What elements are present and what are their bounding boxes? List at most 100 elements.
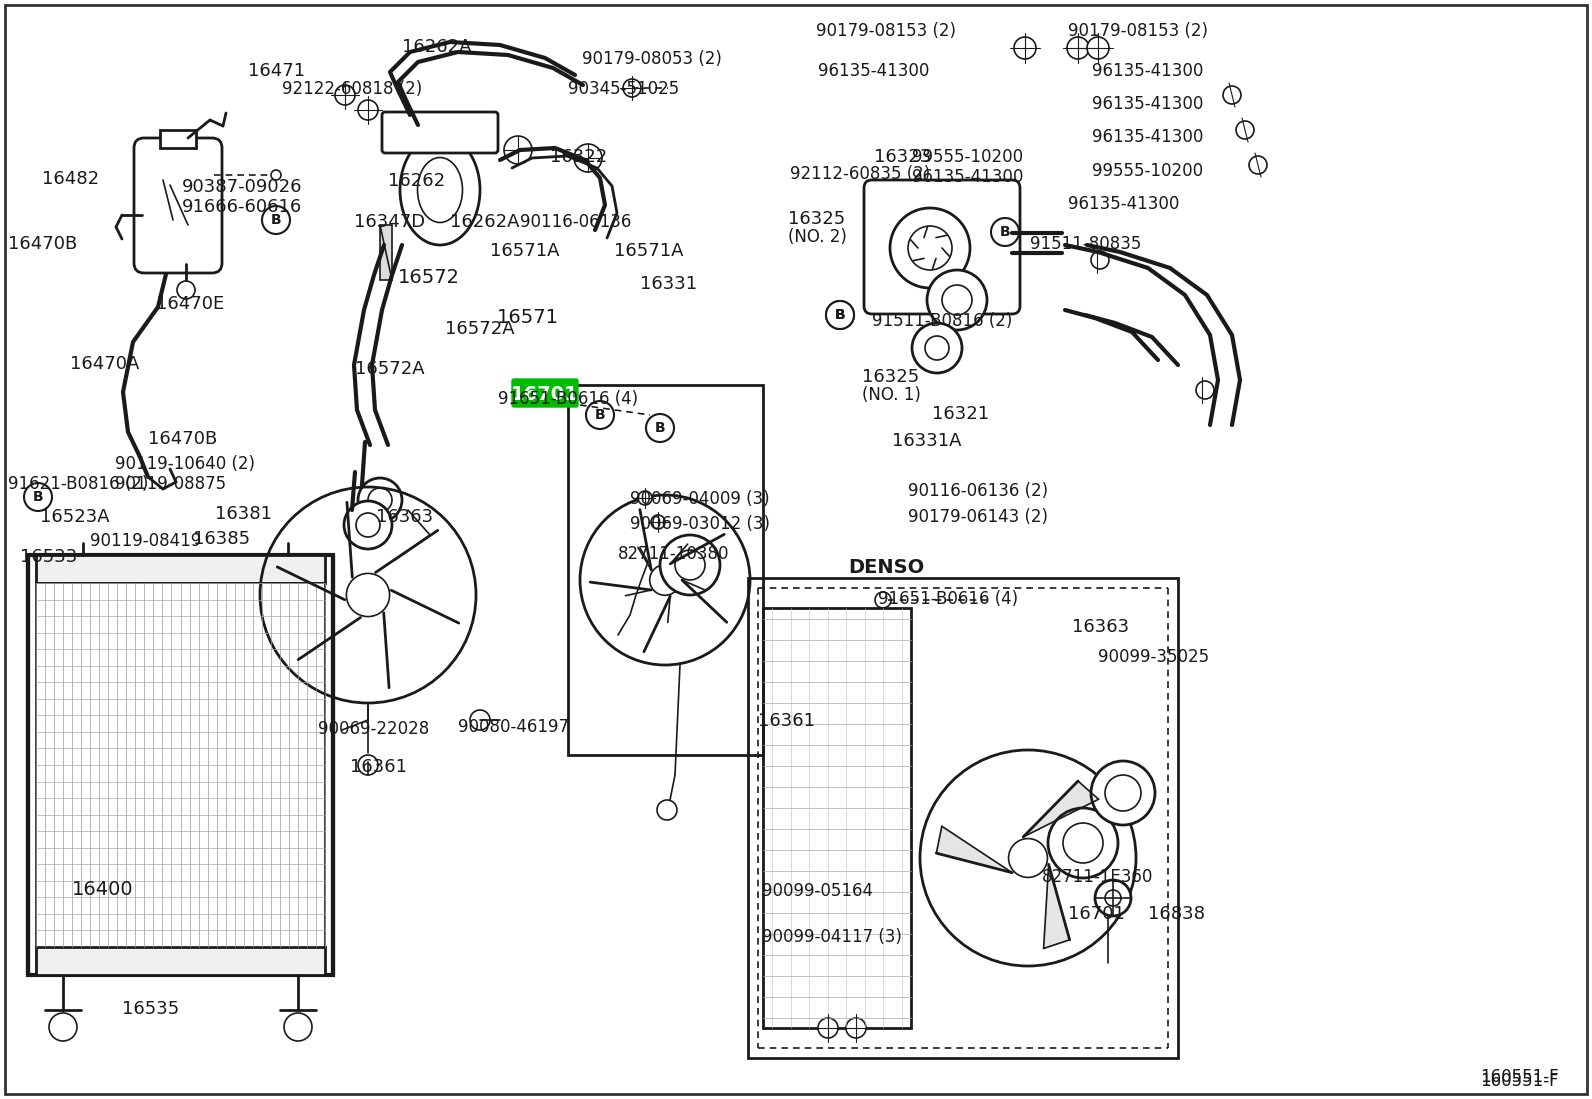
Text: 16838: 16838 [1148, 904, 1205, 923]
Text: 96135-41300: 96135-41300 [1092, 95, 1204, 113]
Circle shape [912, 323, 962, 373]
FancyBboxPatch shape [513, 379, 578, 407]
Text: 16571: 16571 [497, 308, 559, 328]
Text: 82711-10380: 82711-10380 [618, 545, 729, 563]
Circle shape [177, 281, 194, 299]
Text: 16701: 16701 [1068, 904, 1126, 923]
Text: 16572A: 16572A [355, 360, 425, 378]
Circle shape [1048, 808, 1118, 878]
Bar [37, 947, 325, 975]
Text: 16571A: 16571A [615, 242, 683, 260]
Bar [161, 130, 196, 148]
Circle shape [344, 501, 392, 550]
Circle shape [890, 208, 970, 288]
Text: 90099-04117 (3): 90099-04117 (3) [763, 928, 903, 946]
Text: 90179-08153 (2): 90179-08153 (2) [817, 22, 957, 40]
Text: 90119-08875: 90119-08875 [115, 475, 226, 493]
Text: (NO. 1): (NO. 1) [861, 386, 920, 404]
Text: 90069-22028: 90069-22028 [318, 720, 430, 739]
Text: 16470B: 16470B [148, 430, 217, 448]
Text: 16363: 16363 [1071, 618, 1129, 636]
Bar [748, 578, 1178, 1058]
Circle shape [334, 85, 355, 106]
Text: 91621-B0816 (2): 91621-B0816 (2) [8, 475, 148, 493]
Text: 92112-60835 (2): 92112-60835 (2) [790, 165, 930, 184]
Circle shape [657, 800, 677, 820]
Text: 90099-35025: 90099-35025 [1098, 648, 1210, 666]
Text: 91666-60616: 91666-60616 [181, 198, 302, 217]
Text: 90099-05164: 90099-05164 [763, 882, 872, 900]
Circle shape [1014, 37, 1036, 59]
Circle shape [263, 206, 290, 234]
Text: 16262A: 16262A [403, 38, 471, 56]
Polygon shape [1044, 865, 1070, 948]
Text: B: B [834, 308, 845, 322]
Circle shape [49, 1013, 76, 1041]
Text: 16471: 16471 [248, 62, 306, 80]
Bar [29, 555, 333, 975]
Text: 96135-41300: 96135-41300 [818, 62, 930, 80]
Text: 96135-41300: 96135-41300 [1092, 127, 1204, 146]
Circle shape [1095, 880, 1130, 915]
Text: 82711-1E360: 82711-1E360 [1043, 868, 1153, 886]
Circle shape [470, 710, 490, 730]
Text: 90119-10640 (2): 90119-10640 (2) [115, 455, 255, 473]
Text: 16262: 16262 [388, 173, 446, 190]
Text: (NO. 2): (NO. 2) [788, 227, 847, 246]
Text: 96135-41300: 96135-41300 [912, 168, 1024, 186]
Ellipse shape [400, 135, 481, 245]
Text: 16571A: 16571A [490, 242, 559, 260]
Circle shape [650, 565, 680, 596]
Text: 90116-06136 (2): 90116-06136 (2) [907, 482, 1048, 500]
Circle shape [661, 535, 720, 595]
Text: 16325: 16325 [861, 368, 919, 386]
Text: 92122-60818 (2): 92122-60818 (2) [282, 80, 422, 98]
Text: 160551-F: 160551-F [1481, 1072, 1559, 1090]
Text: 90069-04009 (3): 90069-04009 (3) [630, 490, 769, 508]
Bar [37, 555, 325, 582]
Text: 90179-08053 (2): 90179-08053 (2) [583, 49, 721, 68]
Text: 90179-08153 (2): 90179-08153 (2) [1068, 22, 1208, 40]
Polygon shape [936, 826, 1013, 873]
Text: 90080-46197: 90080-46197 [458, 718, 568, 736]
Text: 91651-B0616 (4): 91651-B0616 (4) [498, 390, 638, 408]
Text: 16470E: 16470E [156, 295, 224, 313]
Text: 16385: 16385 [193, 530, 250, 548]
Text: DENSO: DENSO [849, 558, 925, 577]
Text: B: B [595, 408, 605, 422]
Text: B: B [33, 490, 43, 504]
Text: B: B [1000, 225, 1011, 238]
Text: 16331A: 16331A [892, 432, 962, 449]
Text: 16400: 16400 [72, 880, 134, 899]
Text: 16347D: 16347D [353, 213, 425, 231]
Text: 16361: 16361 [758, 712, 815, 730]
Bar [380, 225, 392, 280]
Bar [763, 608, 911, 1028]
Circle shape [826, 301, 853, 329]
Text: 160551-F: 160551-F [1481, 1068, 1559, 1086]
Text: 16321: 16321 [931, 406, 989, 423]
Circle shape [1091, 761, 1156, 825]
Bar [37, 582, 325, 947]
Text: 16381: 16381 [215, 506, 272, 523]
FancyBboxPatch shape [134, 138, 221, 273]
Text: 90119-08419: 90119-08419 [91, 532, 201, 550]
Circle shape [1009, 839, 1048, 877]
Text: 91651-B0616 (4): 91651-B0616 (4) [879, 590, 1019, 608]
Text: 99555-10200: 99555-10200 [912, 148, 1024, 166]
Text: 16322: 16322 [549, 148, 607, 166]
FancyBboxPatch shape [382, 112, 498, 153]
Text: 90387-09026: 90387-09026 [181, 178, 302, 196]
Circle shape [651, 515, 665, 529]
Circle shape [347, 574, 390, 617]
Text: 16361: 16361 [350, 758, 408, 776]
Text: B: B [271, 213, 282, 227]
Text: 96135-41300: 96135-41300 [1092, 62, 1204, 80]
Text: 16535: 16535 [123, 1000, 180, 1018]
Text: 91511-B0816 (2): 91511-B0816 (2) [872, 312, 1013, 330]
Text: 16533: 16533 [21, 548, 78, 566]
Bar [568, 385, 763, 755]
Circle shape [990, 218, 1019, 246]
Circle shape [638, 491, 653, 506]
Text: 99555-10200: 99555-10200 [1092, 162, 1204, 180]
